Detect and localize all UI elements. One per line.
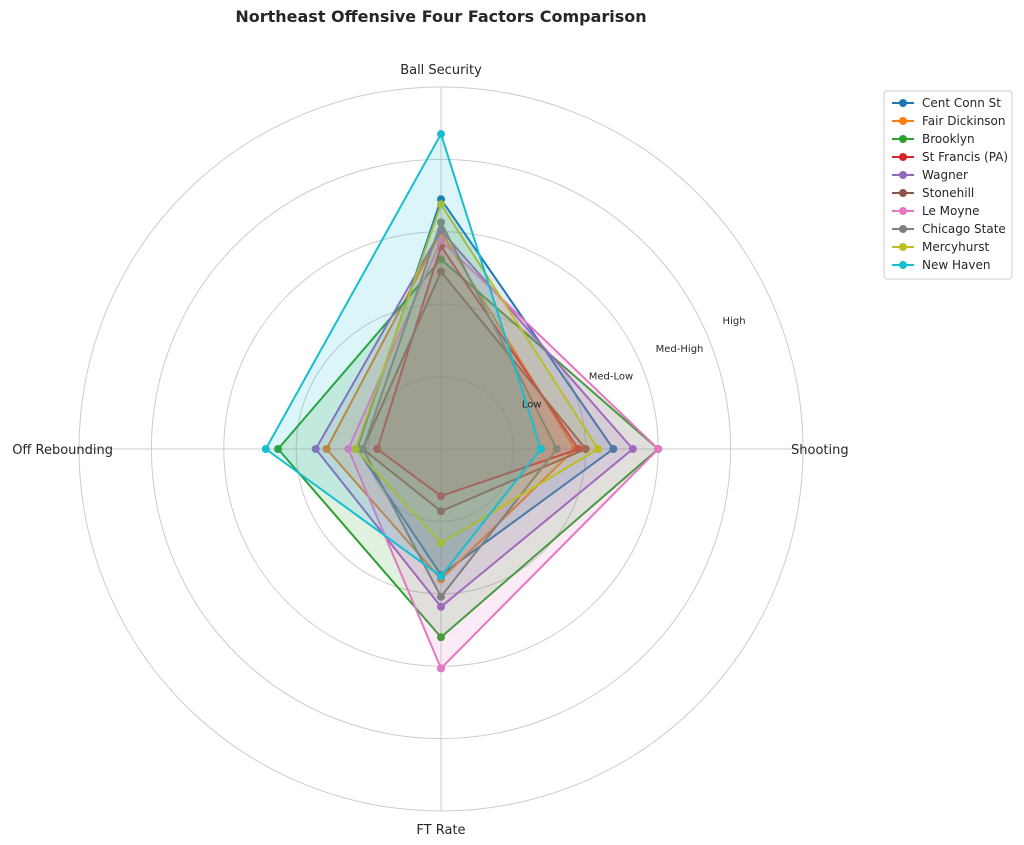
- axis-label: Off Rebounding: [12, 443, 113, 458]
- data-point: [351, 445, 360, 453]
- data-point: [581, 445, 590, 453]
- legend-entry: Brooklyn: [892, 132, 975, 146]
- data-point: [437, 267, 445, 276]
- data-point: [274, 445, 283, 453]
- series-area: [326, 231, 575, 580]
- data-point: [261, 445, 270, 453]
- series-area: [278, 259, 659, 638]
- legend-entry: Fair Dickinson: [892, 114, 1006, 128]
- series-area: [362, 271, 586, 512]
- legend-marker: [899, 225, 907, 233]
- ring-label: Low: [522, 399, 542, 410]
- data-point: [373, 445, 382, 453]
- data-point: [437, 130, 445, 139]
- data-point: [594, 445, 603, 453]
- legend-entry: Wagner: [892, 168, 968, 182]
- legend-label: St Francis (PA): [922, 150, 1008, 164]
- legend-marker: [899, 99, 907, 107]
- legend-label: Brooklyn: [922, 132, 975, 146]
- legend-marker: [899, 135, 907, 143]
- legend-label: Stonehill: [922, 186, 974, 200]
- legend-entry: Chicago State: [892, 222, 1006, 236]
- data-point: [437, 539, 445, 548]
- data-point: [437, 255, 445, 264]
- legend-label: Chicago State: [922, 222, 1006, 236]
- series-area: [265, 134, 541, 577]
- legend-label: Wagner: [922, 168, 968, 182]
- legend-entry: Mercyhurst: [892, 240, 990, 254]
- data-point: [322, 445, 331, 453]
- data-point: [344, 445, 353, 453]
- data-point: [628, 445, 637, 453]
- ring-label: Med-High: [656, 344, 704, 355]
- data-point: [437, 572, 445, 581]
- legend-entry: New Haven: [892, 258, 990, 272]
- data-point: [311, 445, 320, 453]
- data-point: [437, 507, 445, 516]
- series-8: [351, 200, 603, 548]
- ring-label: High: [723, 316, 746, 327]
- legend-label: New Haven: [922, 258, 990, 272]
- series-3: [373, 242, 583, 501]
- data-point: [437, 664, 445, 673]
- data-point: [358, 445, 367, 453]
- data-point: [437, 592, 445, 601]
- series-area: [377, 246, 579, 497]
- series-layer: [261, 130, 663, 673]
- axis-label: Ball Security: [400, 63, 482, 78]
- series-area: [315, 230, 633, 607]
- data-point: [609, 445, 618, 453]
- series-4: [311, 226, 637, 611]
- legend-marker: [899, 207, 907, 215]
- legend-entry: St Francis (PA): [892, 150, 1008, 164]
- series-area: [348, 240, 659, 669]
- labels-layer: Low Med-Low Med-High High Ball Security Shoot…: [12, 63, 848, 838]
- series-9: [261, 130, 545, 581]
- legend-entry: Stonehill: [892, 186, 974, 200]
- data-point: [437, 236, 445, 245]
- legend-entry: Le Moyne: [892, 204, 979, 218]
- legend-label: Cent Conn St: [922, 96, 1001, 110]
- data-point: [437, 633, 445, 642]
- legend: Cent Conn St Fair Dickinson Brooklyn St Fra…: [883, 90, 1013, 280]
- legend-marker: [899, 243, 907, 251]
- legend-label: Mercyhurst: [922, 240, 990, 254]
- data-point: [437, 218, 445, 227]
- legend-marker: [899, 117, 907, 125]
- axis-label: FT Rate: [416, 823, 465, 838]
- legend-marker: [899, 261, 907, 269]
- legend-marker: [899, 153, 907, 161]
- data-point: [437, 492, 445, 501]
- series-area: [355, 204, 599, 544]
- legend-entry: Cent Conn St: [892, 96, 1001, 110]
- data-point: [552, 445, 561, 453]
- data-point: [654, 445, 663, 453]
- data-point: [437, 602, 445, 611]
- series-5: [358, 267, 590, 516]
- ring-label: Med-Low: [589, 372, 633, 383]
- legend-box: [883, 90, 1013, 280]
- legend-marker: [899, 171, 907, 179]
- data-point: [536, 445, 545, 453]
- data-point: [437, 200, 445, 209]
- legend-label: Le Moyne: [922, 204, 979, 218]
- legend-marker: [899, 189, 907, 197]
- legend-label: Fair Dickinson: [922, 114, 1006, 128]
- axis-label: Shooting: [791, 443, 849, 458]
- chart-title: Northeast Offensive Four Factors Compari…: [235, 7, 646, 26]
